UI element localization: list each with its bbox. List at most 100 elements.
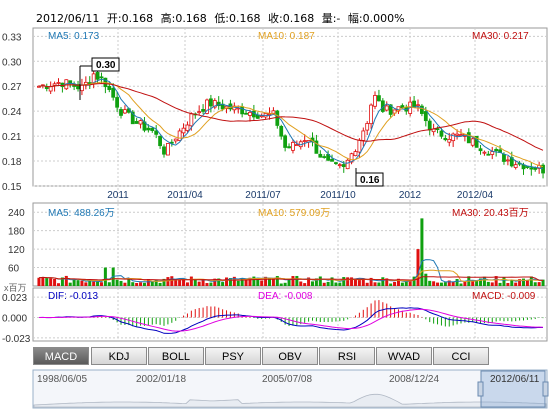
price-y-tick: 0.18 [2,157,22,168]
volume-bar [60,277,64,286]
quote-volume: 量:- [321,12,341,25]
vol-ma30-label: MA30: 20.43百万 [452,207,529,219]
timeline-label-2: 2002/01/18 [136,374,186,385]
tab-wvad[interactable]: WVAD [376,347,432,365]
candle-body [318,153,323,158]
tab-macd[interactable]: MACD [33,347,89,365]
volume-bar [99,282,103,286]
volume-bar [127,278,131,286]
candle-body [208,98,213,107]
candle-body [302,140,307,142]
candle-body [283,135,288,148]
quote-low: 低:0.168 [214,12,261,25]
candle-body [357,139,362,153]
timeline-label-5: 2012/06/11 [490,374,540,385]
volume-bar [115,279,119,286]
volume-bar [404,281,408,286]
candle-body [87,82,92,84]
candle-body [271,110,276,114]
price-x-tick: 2012 [399,190,422,201]
candle-body [505,159,510,162]
price-ma30-label: MA30: 0.217 [472,31,529,42]
volume-bar [525,280,529,286]
volume-bar [240,278,244,286]
candle-body [392,109,397,114]
volume-bar [92,281,96,286]
volume-bar [377,282,381,286]
candle-body [373,95,377,107]
tab-cci[interactable]: CCI [433,347,489,365]
low-callout-text: 0.16 [360,175,380,186]
volume-bar [326,281,330,286]
candle-body [377,95,381,102]
tab-rsi[interactable]: RSI [319,347,375,365]
volume-bar [451,281,455,286]
candle-body [216,101,221,107]
volume-bar [303,283,307,286]
volume-bar [502,277,506,286]
volume-bar [443,282,447,286]
macd-y-tick: 0.000 [2,314,27,325]
volume-bar [142,282,146,286]
timeline-right-handle[interactable] [542,381,549,397]
volume-bar [103,267,107,286]
volume-bar [264,276,268,286]
tab-obv[interactable]: OBV [262,347,318,365]
timeline-left-handle[interactable] [477,381,484,397]
candle-body [466,132,471,144]
tab-boll[interactable]: BOLL [148,347,204,365]
volume-bar [123,282,127,286]
dea-line [39,308,544,332]
volume-bar [150,281,154,286]
volume-bar [307,277,311,286]
indicator-tabs: MACD KDJ BOLL PSY OBV RSI WVAD CCI [33,347,547,367]
volume-bar [283,282,287,286]
price-y-tick: 0.21 [2,132,22,143]
macd-dea-label: DEA: -0.008 [258,291,313,302]
volume-bar [166,277,170,286]
tab-kdj[interactable]: KDJ [91,347,147,365]
quote-high: 高:0.168 [160,12,207,25]
volume-bar [334,282,338,286]
volume-bar [299,281,303,286]
volume-bar [510,280,514,286]
volume-bar [119,280,123,286]
volume-bar [225,277,229,286]
candle-body [525,166,530,168]
volume-bar [244,279,248,286]
volume-bar [322,282,326,286]
volume-bar [318,276,322,286]
volume-bar [338,282,342,286]
candle-body [427,120,432,131]
candle-body [451,133,456,142]
candle-body [173,138,178,142]
volume-bar [88,280,92,286]
volume-bar [228,278,232,286]
candle-body [330,158,334,162]
candle-body [162,146,166,155]
price-y-tick: 0.15 [2,182,22,193]
candle-body [197,111,202,114]
volume-bar [154,279,158,286]
dif-line [38,307,544,334]
volume-bar [490,282,494,286]
candle-body [341,164,346,168]
volume-bar [37,277,41,286]
volume-y-tick: 180 [8,227,25,238]
price-x-tick: 2011/07 [245,190,281,201]
candle-body [158,136,162,147]
volume-bar [522,278,526,286]
volume-bar [479,278,483,286]
volume-bar [455,278,459,286]
volume-bar [393,281,397,286]
candle-body [337,164,342,167]
tab-psy[interactable]: PSY [205,347,261,365]
volume-bar [279,283,283,286]
volume-bar [76,280,80,286]
volume-bar [381,277,385,286]
volume-bar [252,276,256,286]
price-y-tick: 0.27 [2,82,22,93]
volume-bar [170,276,174,286]
candle-body [423,111,428,122]
